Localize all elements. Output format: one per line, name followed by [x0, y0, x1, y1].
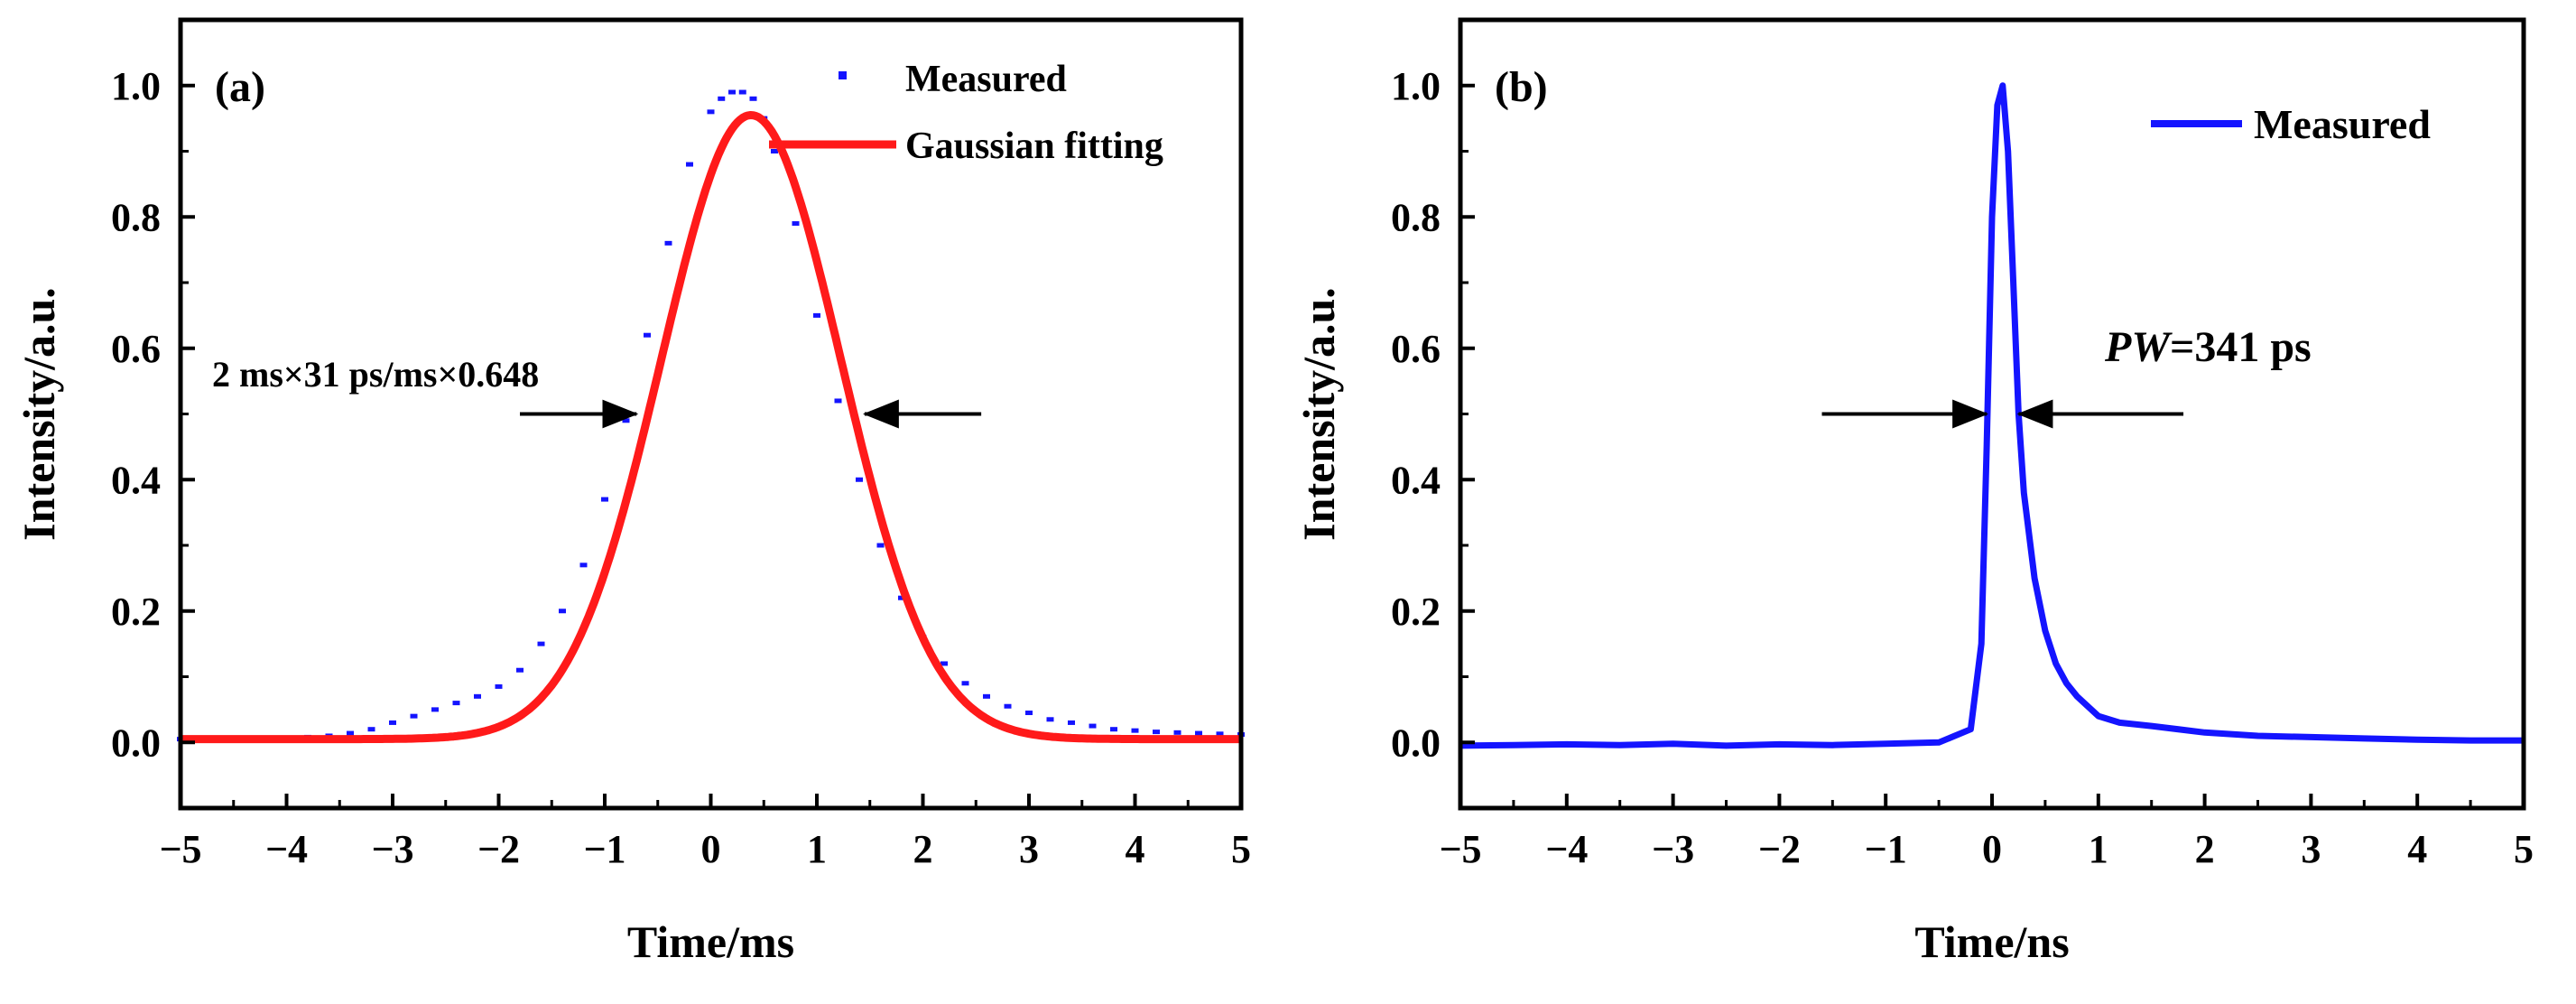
measured-point: [1068, 720, 1075, 725]
measured-point: [728, 89, 736, 95]
measured-point: [771, 149, 778, 153]
x-axis-title: Time/ns: [1914, 916, 2069, 967]
legend-gaussian-label: Gaussian fitting: [905, 126, 1163, 167]
x-tick-label: −1: [1865, 827, 1907, 871]
x-tick-label: −3: [1652, 827, 1694, 871]
pulse-width-symbol: PW: [2104, 323, 2173, 371]
y-tick-label: 1.0: [1391, 64, 1441, 108]
measured-point: [664, 240, 672, 246]
measured-point: [516, 667, 524, 673]
x-tick-label: −5: [1439, 827, 1481, 871]
y-tick-label: 0.6: [111, 327, 161, 371]
fwhm-annotation: 2 ms×31 ps/ms×0.648: [212, 354, 539, 395]
measured-point: [941, 661, 948, 666]
measured-point: [495, 683, 503, 689]
x-axis-title: Time/ms: [627, 916, 794, 967]
y-tick-label: 0.2: [111, 590, 161, 634]
gaussian-fit-line: [179, 111, 1243, 744]
measured-point: [559, 609, 566, 614]
measured-point: [431, 707, 439, 712]
measured-point: [1004, 703, 1012, 709]
measured-point: [410, 713, 418, 719]
panel-a: −5 −4 −3 −2 −1 0 1 2 3 4 5 0.0 0.2 0.4 0.6 0.8 1.0 Time/m…: [14, 17, 1251, 967]
measured-point: [707, 109, 715, 115]
y-tick-label: 0.4: [111, 458, 161, 502]
measured-point: [474, 693, 481, 699]
y-tick-label: 0.0: [1391, 720, 1441, 765]
measured-point: [856, 477, 863, 482]
panel-label: (a): [215, 63, 265, 111]
legend-measured-label: Measured: [905, 59, 1067, 100]
x-tick-label: 2: [913, 827, 933, 871]
measured-point: [813, 312, 820, 318]
x-tick-label: 0: [701, 827, 721, 871]
legend-measured-label: Measured: [2254, 101, 2431, 147]
panel-b: −5 −4 −3 −2 −1 0 1 2 3 4 5 0.0 0.2 0.4 0.6 0.8 1.0 Time/n…: [1293, 17, 2534, 967]
x-tick-label: 2: [2195, 827, 2215, 871]
x-tick-label: 4: [2407, 827, 2427, 871]
measured-point: [1216, 731, 1224, 737]
legend-measured-marker: [839, 71, 847, 79]
measured-point: [389, 720, 396, 725]
y-tick-label: 0.8: [111, 195, 161, 239]
measured-point: [537, 641, 545, 646]
x-tick-label: −2: [477, 827, 520, 871]
measured-point: [749, 96, 757, 101]
measured-point: [1046, 717, 1054, 722]
x-tick-label: −2: [1758, 827, 1801, 871]
y-tick-label: 0.2: [1391, 590, 1441, 634]
measured-point: [718, 96, 726, 101]
measured-point: [834, 398, 842, 404]
x-tick-label: −5: [159, 827, 201, 871]
y-tick-label: 0.4: [1391, 458, 1441, 502]
y-tick-label: 0.6: [1391, 327, 1441, 371]
y-tick-label: 0.8: [1391, 195, 1441, 239]
measured-point: [876, 543, 885, 548]
measured-point: [367, 727, 375, 732]
measured-point: [601, 497, 608, 502]
measured-point: [622, 418, 630, 423]
measured-point: [1110, 727, 1117, 732]
measured-point: [686, 162, 693, 167]
measured-point: [1173, 730, 1181, 735]
x-tick-label: 4: [1126, 827, 1145, 871]
x-tick-label: 3: [1019, 827, 1039, 871]
x-tick-label: −3: [371, 827, 413, 871]
x-tick-label: 1: [807, 827, 827, 871]
measured-point: [347, 730, 354, 736]
measured-point: [898, 595, 905, 600]
x-tick-label: 5: [2514, 827, 2534, 871]
pulse-width-value: =341 ps: [2170, 323, 2312, 371]
y-axis-title: Intensity/a.u.: [14, 287, 64, 541]
panel-label: (b): [1495, 63, 1548, 111]
measured-point: [452, 701, 460, 706]
measured-point: [579, 562, 588, 568]
y-tick-label: 0.0: [111, 720, 161, 765]
x-tick-label: −4: [265, 827, 308, 871]
measured-point: [1025, 711, 1033, 716]
x-tick-label: 1: [2089, 827, 2108, 871]
y-tick-label: 1.0: [111, 64, 161, 108]
x-tick-label: −1: [583, 827, 625, 871]
x-tick-label: 5: [1231, 827, 1251, 871]
x-tick-label: 3: [2301, 827, 2321, 871]
measured-point: [1153, 730, 1160, 735]
measured-point: [1195, 730, 1202, 736]
measured-point: [983, 693, 990, 699]
x-tick-label: 0: [1982, 827, 2002, 871]
measured-point: [1089, 723, 1097, 729]
measured-point: [738, 89, 746, 95]
pulse-width-annotation: PW=341 ps: [2104, 323, 2312, 371]
measured-point: [792, 221, 800, 227]
x-tick-label: −4: [1545, 827, 1588, 871]
measured-point: [644, 332, 651, 338]
y-axis-title: Intensity/a.u.: [1293, 287, 1344, 541]
measured-point: [961, 681, 969, 686]
measured-point: [1131, 728, 1139, 733]
measured-line: [1459, 82, 2524, 749]
